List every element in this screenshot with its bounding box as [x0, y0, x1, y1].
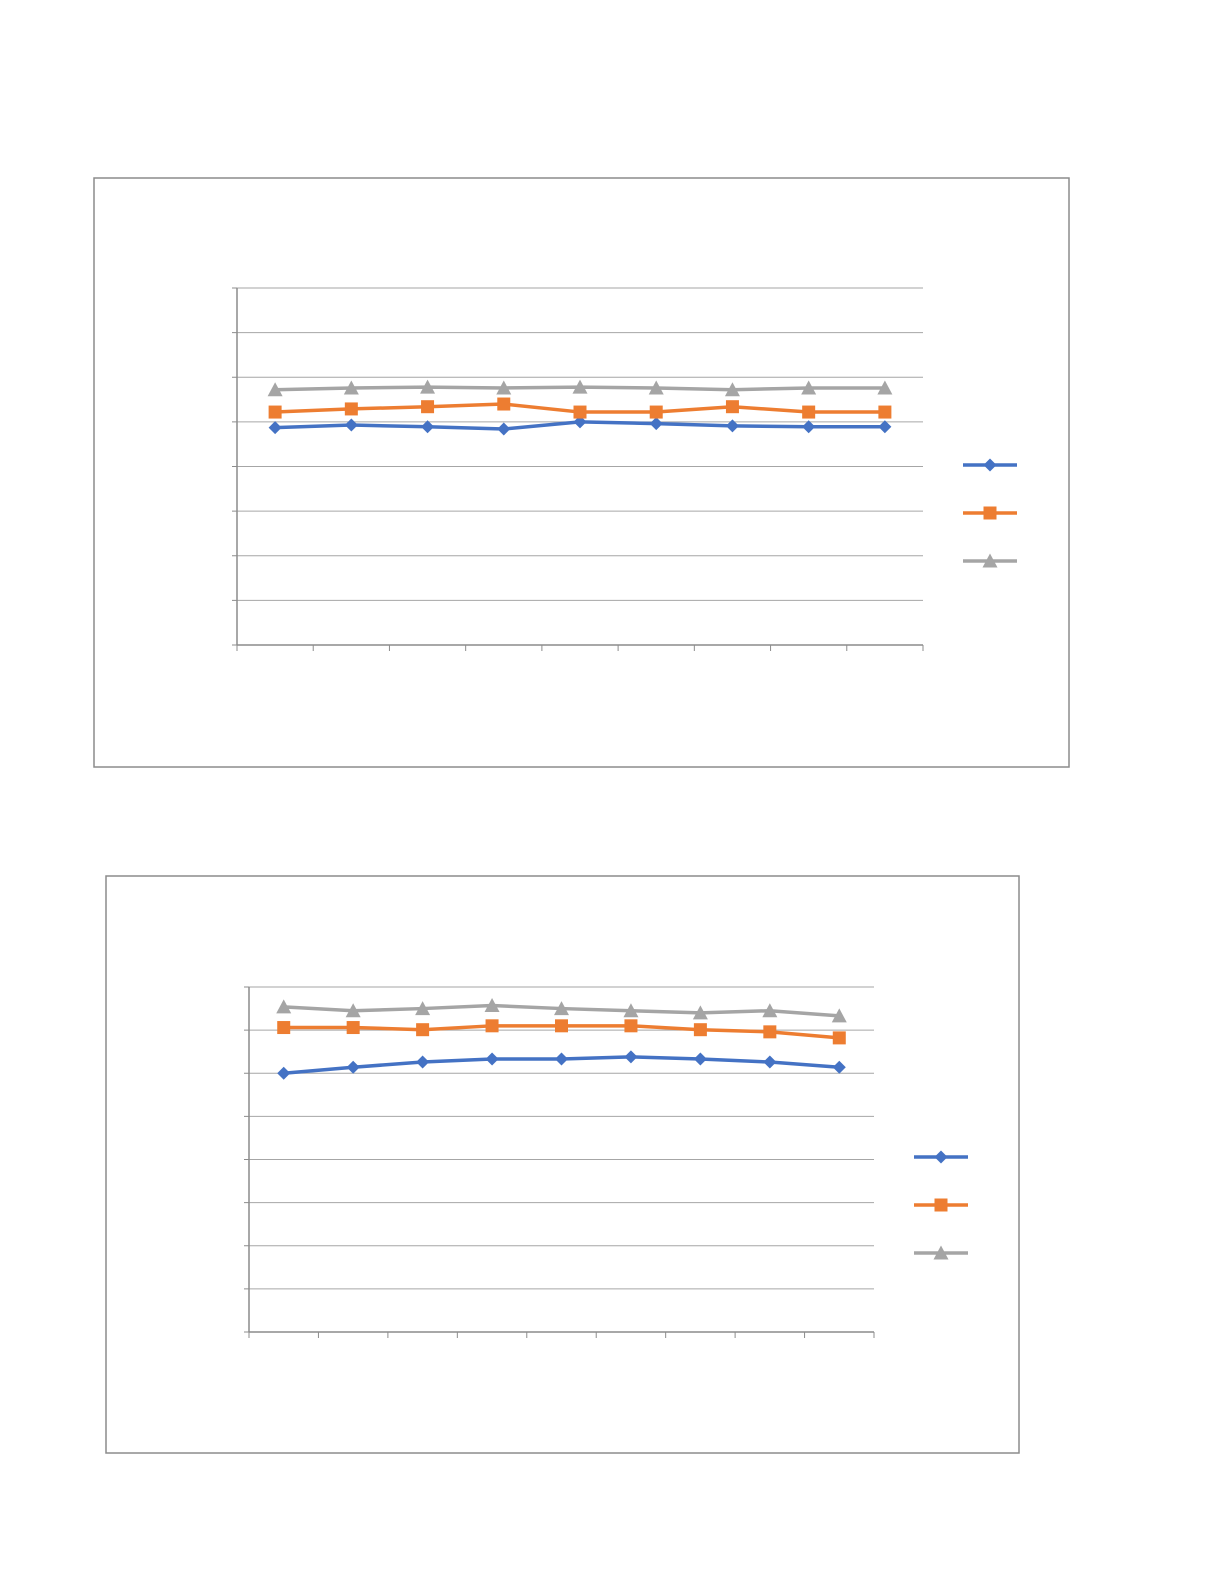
marker: [555, 1052, 568, 1066]
marker: [484, 998, 500, 1013]
marker: [344, 418, 358, 432]
marker: [485, 1019, 499, 1033]
marker: [724, 382, 740, 397]
marker: [573, 405, 587, 419]
marker: [345, 1003, 361, 1018]
marker: [624, 1050, 638, 1064]
marker: [801, 380, 817, 395]
marker: [416, 1023, 430, 1037]
legend-marker: [983, 506, 997, 520]
marker: [497, 397, 511, 411]
marker: [648, 380, 664, 395]
marker: [268, 405, 282, 419]
marker: [415, 1001, 431, 1016]
marker: [267, 382, 283, 397]
legend-marker: [933, 1245, 949, 1260]
marker: [624, 1019, 638, 1033]
marker: [346, 1021, 360, 1035]
marker: [693, 1023, 707, 1037]
marker: [649, 417, 663, 431]
marker: [832, 1060, 846, 1074]
marker: [554, 1001, 569, 1016]
marker: [572, 379, 588, 394]
marker: [416, 1055, 430, 1069]
marker: [346, 1060, 360, 1074]
marker: [555, 1019, 568, 1033]
marker: [763, 1025, 777, 1039]
chart-frame: [105, 875, 1020, 1454]
marker: [573, 415, 587, 429]
marker: [421, 420, 435, 434]
legend-marker: [982, 553, 998, 568]
marker: [268, 421, 282, 435]
marker: [832, 1031, 846, 1045]
marker: [831, 1008, 847, 1023]
marker: [623, 1003, 639, 1018]
marker: [421, 400, 435, 414]
marker: [343, 380, 359, 395]
legend-marker: [934, 1198, 948, 1212]
marker: [725, 400, 739, 414]
marker: [802, 420, 816, 434]
marker: [692, 1005, 708, 1020]
marker: [802, 405, 816, 419]
marker: [496, 380, 512, 395]
marker: [762, 1003, 778, 1018]
marker: [485, 1052, 499, 1066]
marker: [878, 405, 892, 419]
marker: [763, 1055, 777, 1069]
marker: [277, 1066, 291, 1080]
marker: [649, 405, 663, 419]
legend-marker: [983, 458, 997, 472]
marker: [877, 380, 893, 395]
marker: [497, 422, 511, 436]
chart-frame: [93, 177, 1070, 768]
marker: [276, 999, 292, 1014]
marker: [878, 420, 892, 434]
marker: [693, 1052, 707, 1066]
marker: [277, 1021, 291, 1035]
marker: [725, 419, 739, 433]
marker: [344, 402, 358, 416]
legend-marker: [934, 1150, 948, 1164]
marker: [420, 379, 436, 394]
